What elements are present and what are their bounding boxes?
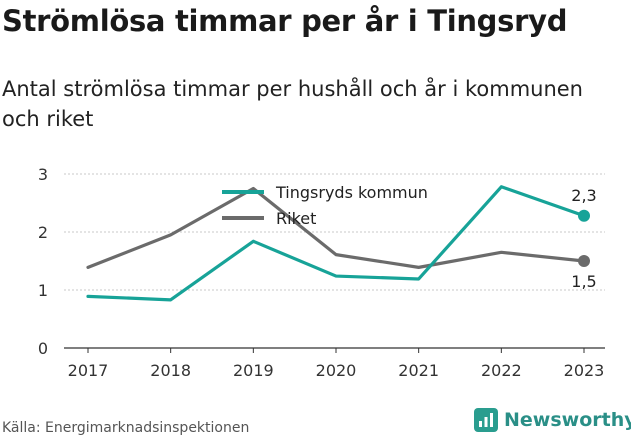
series-line-riket — [86, 186, 586, 269]
bar-chart-logo-icon — [474, 408, 498, 432]
series-line-tingsryd — [86, 185, 586, 302]
x-tick-label: 2017 — [68, 361, 109, 380]
data-label-tingsryd: 2,3 — [571, 186, 596, 205]
x-tick-label: 2020 — [316, 361, 357, 380]
x-tick-label: 2018 — [150, 361, 191, 380]
x-tick-label: 2022 — [481, 361, 522, 380]
y-tick-label: 3 — [38, 165, 48, 184]
y-tick-label: 2 — [38, 223, 48, 242]
brand-logo: Newsworthy — [474, 408, 631, 432]
source-note: Källa: Energimarknadsinspektionen — [2, 420, 250, 436]
x-tick-label: 2021 — [398, 361, 439, 380]
chart-title: Strömlösa timmar per år i Tingsryd — [2, 4, 568, 38]
line-chart: 0 1 2 3 2017 2018 2019 2020 2021 2022 2023 2,3 1,5 Ti… — [38, 165, 605, 380]
legend-label: Riket — [276, 209, 316, 228]
data-label-riket: 1,5 — [571, 272, 596, 291]
y-tick-label: 1 — [38, 281, 48, 300]
end-point-riket — [578, 255, 590, 267]
legend-label: Tingsryds kommun — [275, 183, 428, 202]
chart-subtitle: Antal strömlösa timmar per hushåll och å… — [2, 77, 583, 131]
brand-name: Newsworthy — [504, 409, 631, 431]
y-tick-label: 0 — [38, 339, 48, 358]
x-tick-label: 2023 — [564, 361, 605, 380]
end-point-tingsryd — [578, 209, 590, 222]
x-tick-label: 2019 — [233, 361, 274, 380]
